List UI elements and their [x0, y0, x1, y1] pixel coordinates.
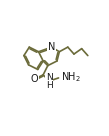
Text: N: N: [48, 42, 55, 52]
Text: N
H: N H: [46, 73, 53, 90]
Text: NH$_2$: NH$_2$: [61, 70, 81, 84]
Text: O: O: [31, 74, 38, 84]
